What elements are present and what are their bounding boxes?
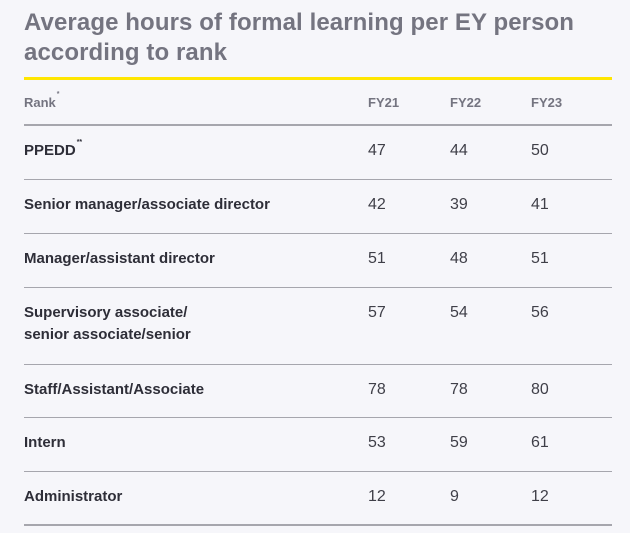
learning-hours-table-panel: Average hours of formal learning per EY …: [24, 0, 612, 526]
rank-label: PPEDD: [24, 142, 76, 159]
fy21-cell: 78: [368, 381, 386, 398]
table-row: Intern 53 59 61: [24, 418, 612, 472]
rank-cell: Manager/assistant director: [24, 250, 215, 267]
fy22-cell: 39: [450, 196, 468, 213]
table-row: Manager/assistant director 51 48 51: [24, 234, 612, 288]
fy21-cell: 53: [368, 434, 386, 451]
fy21-cell: 42: [368, 196, 386, 213]
fy22-cell: 54: [450, 304, 468, 321]
table-row: Staff/Assistant/Associate 78 78 80: [24, 365, 612, 418]
fy23-cell: 50: [531, 142, 549, 159]
rank-cell: Staff/Assistant/Associate: [24, 381, 205, 398]
fy22-cell: 78: [450, 381, 468, 398]
column-header-rank-label: Rank: [24, 95, 56, 110]
column-header-fy21: FY21: [368, 95, 400, 110]
fy23-cell: 56: [531, 304, 549, 321]
table-row: Senior manager/associate director 42 39 …: [24, 180, 612, 234]
table-row: PPEDD** 47 44 50: [24, 126, 612, 180]
fy23-cell: 80: [531, 381, 549, 398]
fy23-cell: 51: [531, 250, 549, 267]
rank-label-line-2: senior associate/senior: [24, 326, 191, 343]
fy22-cell: 44: [450, 142, 468, 159]
column-header-fy22: FY22: [450, 95, 482, 110]
fy23-cell: 12: [531, 488, 549, 505]
table-row: Supervisory associate/ senior associate/…: [24, 288, 612, 365]
table-row: Administrator 12 9 12: [24, 472, 612, 526]
column-header-fy23: FY23: [531, 95, 563, 110]
rank-cell: Intern: [24, 434, 66, 451]
ppedd-footnote-mark: **: [76, 139, 83, 146]
rank-cell: Senior manager/associate director: [24, 196, 270, 213]
fy22-cell: 48: [450, 250, 468, 267]
fy22-cell: 9: [450, 488, 459, 505]
column-header-rank: Rank*: [24, 91, 354, 114]
fy21-cell: 12: [368, 488, 386, 505]
fy23-cell: 61: [531, 434, 549, 451]
title-accent-rule: [24, 77, 612, 80]
fy23-cell: 41: [531, 196, 549, 213]
fy21-cell: 47: [368, 142, 386, 159]
rank-footnote-mark: *: [56, 91, 60, 98]
rank-cell: Administrator: [24, 488, 123, 505]
rank-cell: Supervisory associate/ senior associate/…: [24, 302, 354, 346]
fy21-cell: 51: [368, 250, 386, 267]
page-title: Average hours of formal learning per EY …: [24, 9, 575, 66]
rank-label-line-1: Supervisory associate/: [24, 304, 188, 321]
table-header-row: Rank* FY21 FY22 FY23: [24, 80, 612, 126]
fy22-cell: 59: [450, 434, 468, 451]
rank-cell: PPEDD**: [24, 139, 354, 162]
fy21-cell: 57: [368, 304, 386, 321]
